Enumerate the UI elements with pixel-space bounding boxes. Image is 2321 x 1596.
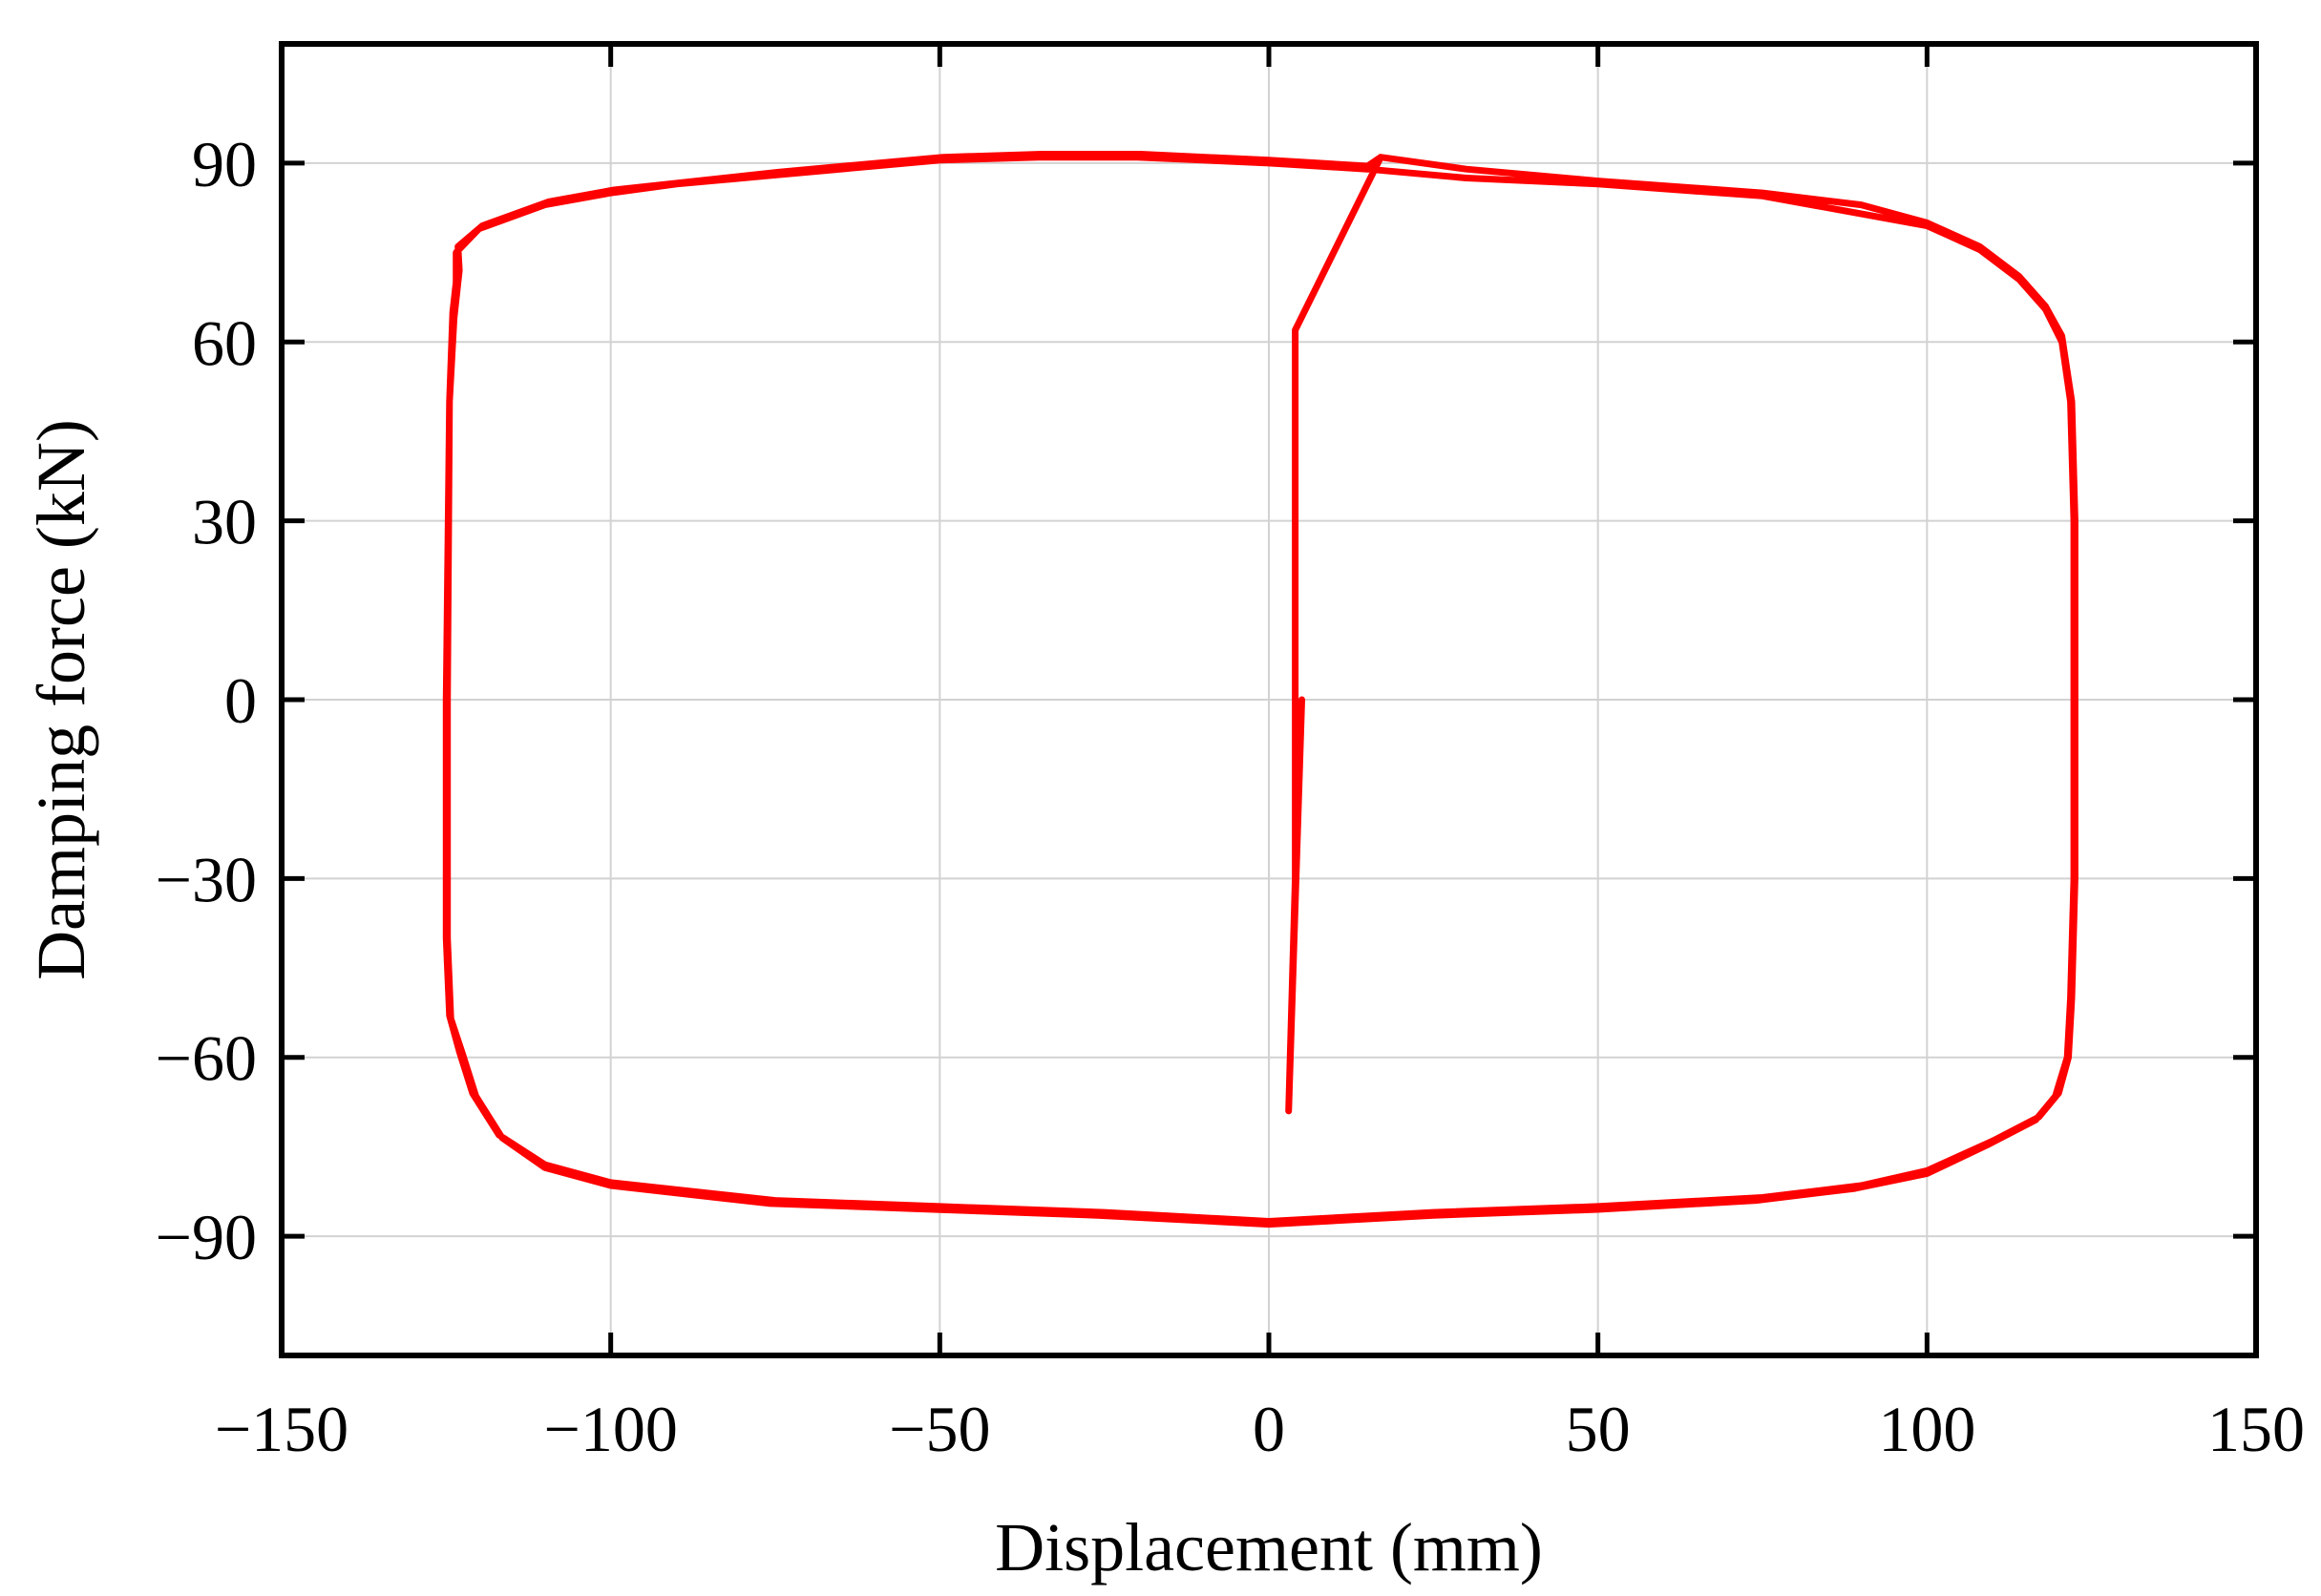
x-axis-title: Displacement (mm) <box>995 1509 1543 1586</box>
tick-marks <box>279 44 2259 1355</box>
x-tick-label: 100 <box>1878 1393 1975 1465</box>
y-tick-label: 0 <box>224 664 257 737</box>
grid-lines <box>282 44 2256 1355</box>
x-tick-labels: −150 −100 −50 0 50 100 150 <box>215 1393 2305 1465</box>
y-axis-title: Damping force (kN) <box>23 419 99 980</box>
x-tick-label: −150 <box>215 1393 348 1465</box>
series-line <box>442 151 2078 1228</box>
x-tick-label: 0 <box>1253 1393 1285 1465</box>
y-tick-label: −60 <box>156 1022 257 1095</box>
y-tick-label: −90 <box>156 1201 257 1273</box>
y-tick-label: 90 <box>192 128 257 200</box>
y-tick-label: 60 <box>192 306 257 379</box>
y-tick-labels: −90 −60 −30 0 30 60 90 <box>156 128 257 1273</box>
x-tick-label: −100 <box>543 1393 677 1465</box>
y-tick-label: −30 <box>156 843 257 915</box>
x-tick-label: −50 <box>889 1393 990 1465</box>
series-layer <box>442 151 2078 1228</box>
x-tick-label: 50 <box>1566 1393 1631 1465</box>
y-tick-label: 30 <box>192 486 257 558</box>
x-tick-label: 150 <box>2207 1393 2305 1465</box>
